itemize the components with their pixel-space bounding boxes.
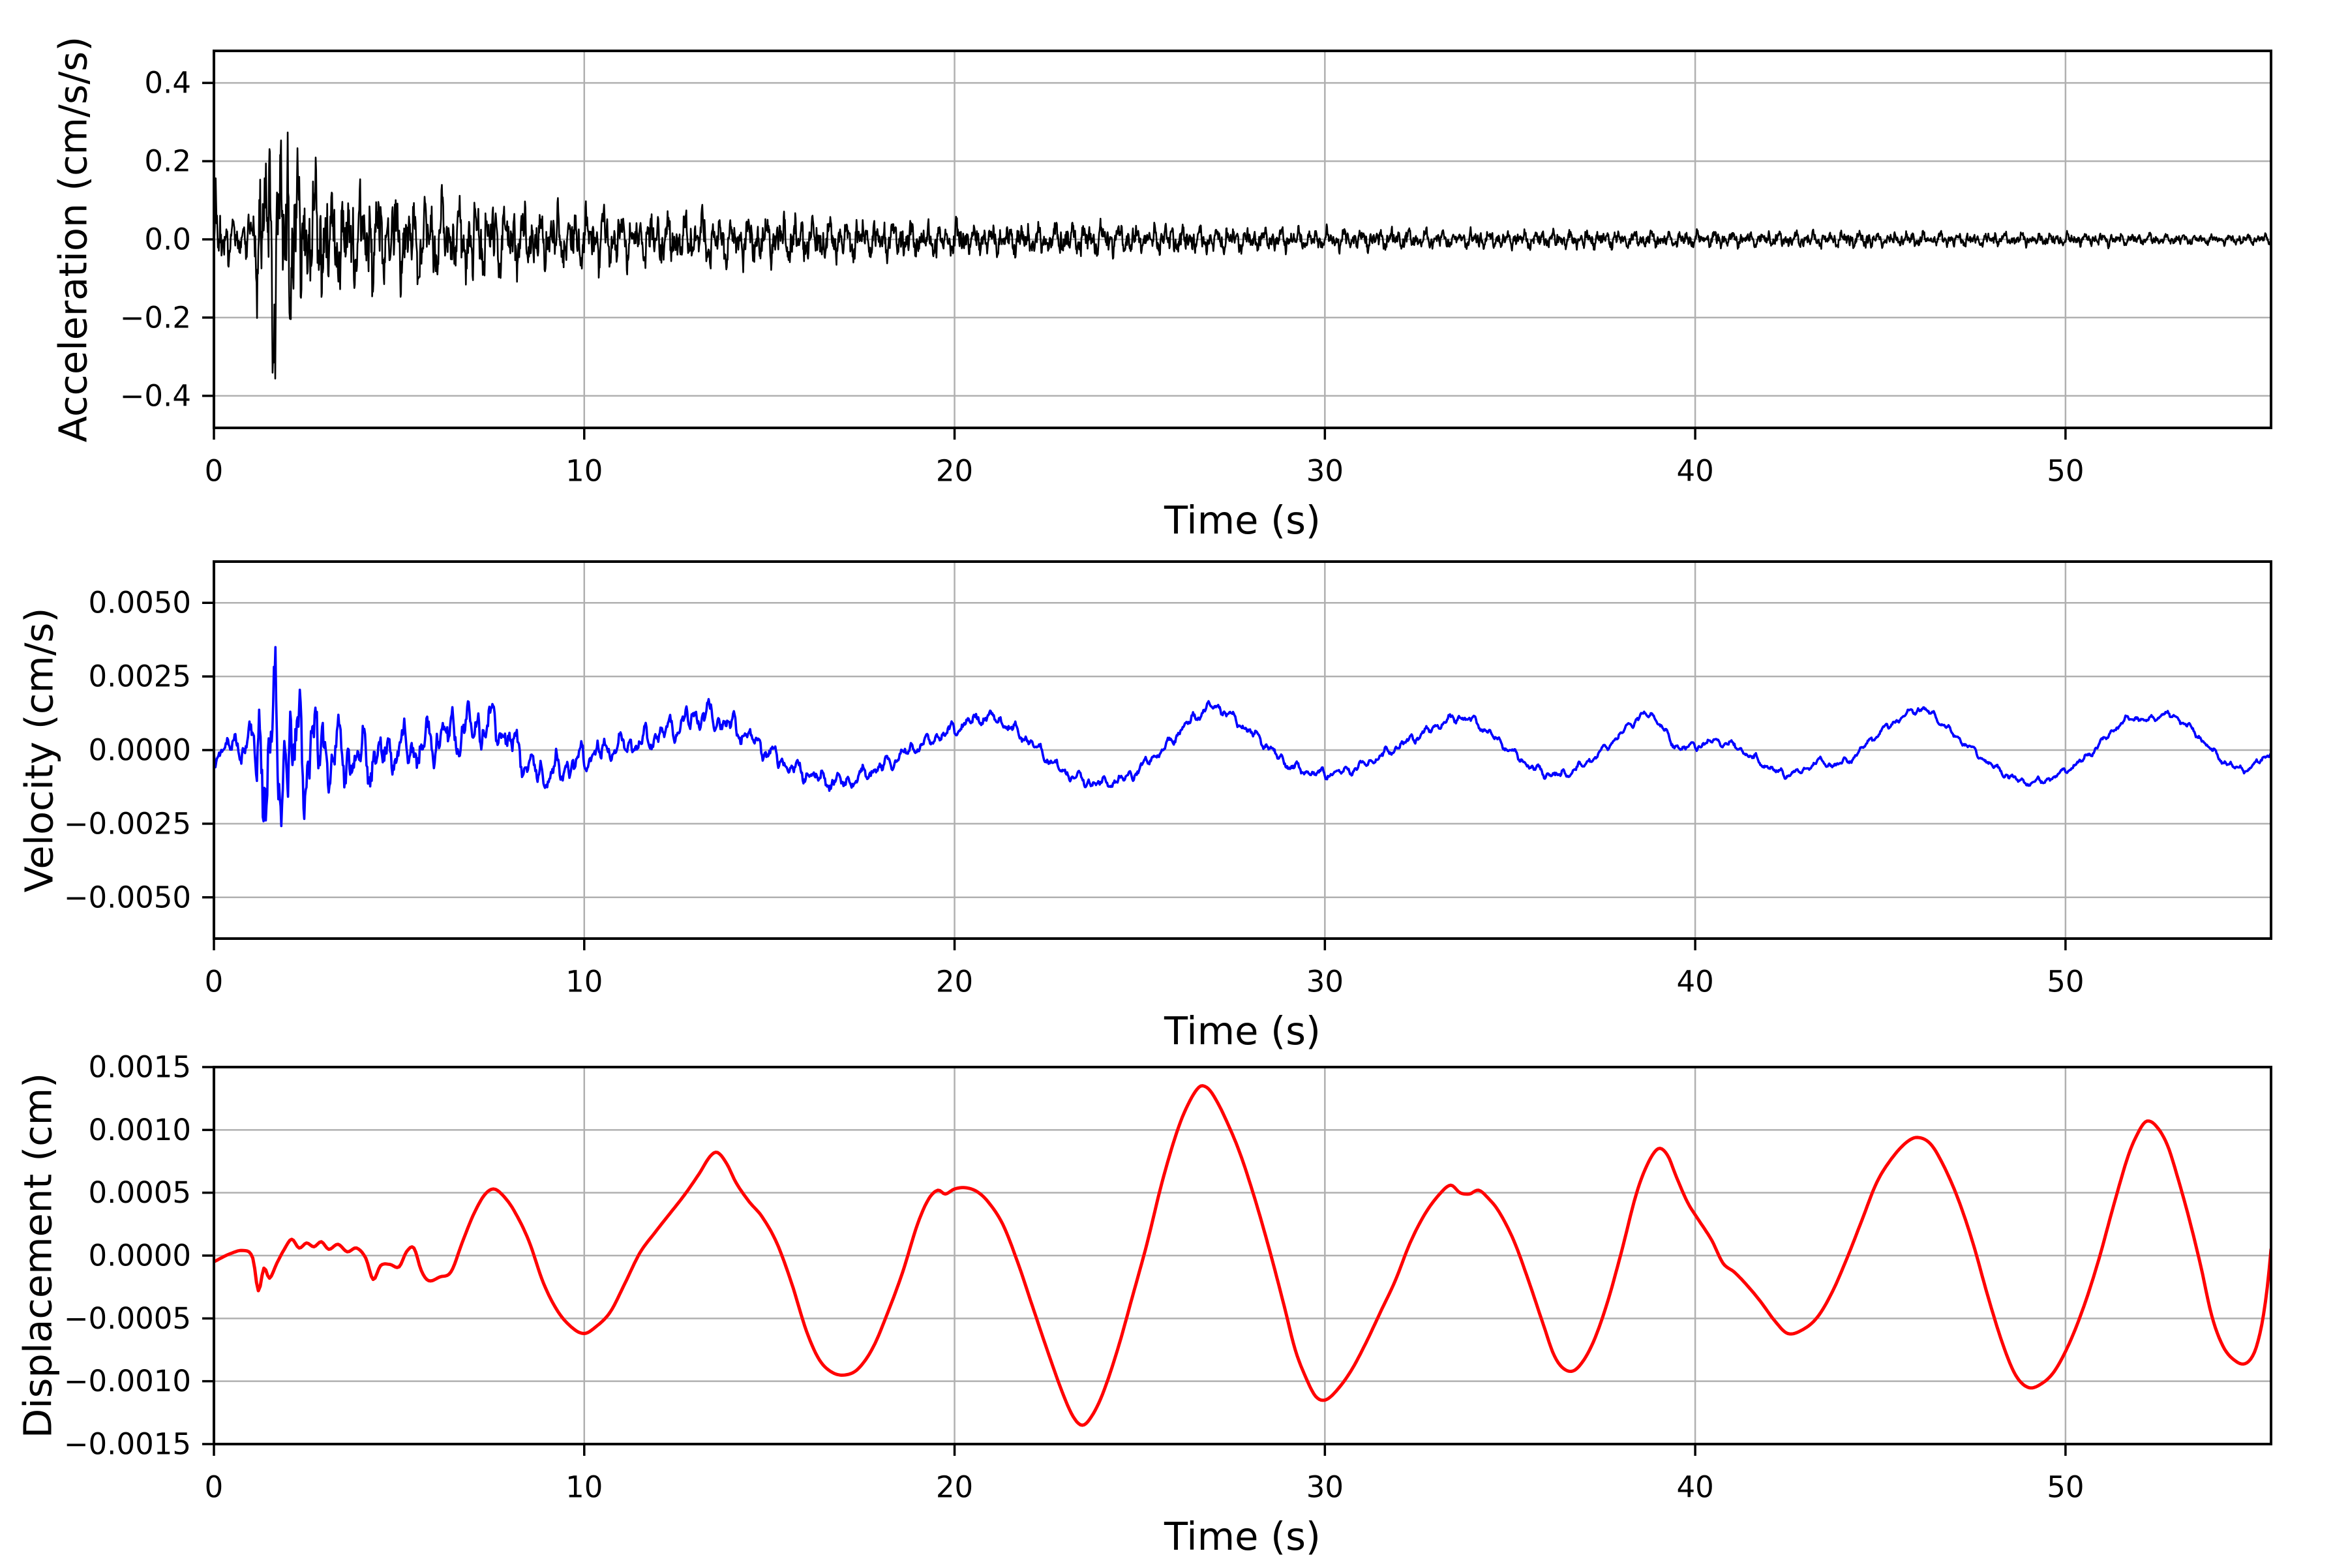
x-tick-label: 20 [936, 1470, 973, 1505]
x-tick-label: 10 [565, 965, 603, 999]
x-tick-label: 50 [2047, 965, 2084, 999]
x-tick-label: 50 [2047, 1470, 2084, 1505]
x-tick-label: 40 [1676, 1470, 1713, 1505]
x-tick-label: 30 [1306, 454, 1344, 489]
y-tick-label: 0.0 [144, 222, 191, 257]
y-tick-label: −0.0010 [64, 1364, 191, 1398]
x-axis-displacement: 0 10 20 30 40 50 [205, 1444, 2085, 1505]
x-tick-label: 40 [1676, 454, 1713, 489]
y-axis-title: Acceleration (cm/s/s) [51, 37, 96, 443]
x-tick-label: 10 [565, 454, 603, 489]
y-tick-label: 0.0050 [89, 586, 191, 620]
y-tick-label: −0.0015 [64, 1427, 191, 1462]
y-axis-title: Displacement (cm) [16, 1073, 61, 1438]
y-tick-label: −0.0005 [64, 1301, 191, 1336]
y-tick-label: −0.0050 [64, 880, 191, 914]
y-axis-displacement: 0.0015 0.0010 0.0005 0.0000 −0.0005 −0.0010 −0… [64, 1050, 214, 1462]
series-line-acceleration [214, 131, 2271, 380]
x-axis-title: Time (s) [1164, 498, 1321, 543]
y-tick-label: 0.0000 [89, 733, 191, 768]
grid-displacement [213, 1066, 2271, 1445]
x-tick-label: 0 [205, 1470, 224, 1505]
y-tick-label: 0.0015 [89, 1050, 191, 1085]
y-tick-label: −0.2 [120, 300, 191, 335]
y-tick-label: −0.0025 [64, 806, 191, 841]
y-tick-label: 0.0025 [89, 659, 191, 694]
y-axis-velocity: 0.0050 0.0025 0.0000 −0.0025 −0.0050 [64, 586, 214, 914]
x-axis-acceleration: 0 10 20 30 40 50 [205, 428, 2085, 489]
x-tick-label: 0 [205, 965, 224, 999]
x-tick-label: 10 [565, 1470, 603, 1505]
grid-velocity [213, 562, 2271, 939]
x-tick-label: 40 [1676, 965, 1713, 999]
x-tick-label: 30 [1306, 1470, 1344, 1505]
x-tick-label: 20 [936, 454, 973, 489]
subplot-velocity: 0 10 20 30 40 50 Time (s) 0.0050 0.0025 0.0000 −0.… [17, 560, 2272, 1053]
y-tick-label: 0.2 [144, 144, 191, 179]
series-line-velocity [214, 646, 2271, 828]
x-axis-velocity: 0 10 20 30 40 50 [205, 939, 2085, 999]
x-tick-label: 50 [2047, 454, 2084, 489]
x-tick-label: 0 [205, 454, 224, 489]
y-tick-label: 0.0000 [89, 1239, 191, 1273]
y-tick-label: 0.0005 [89, 1175, 191, 1210]
y-axis-title: Velocity (cm/s) [17, 608, 62, 893]
subplot-acceleration: 0 10 20 30 40 50 Time (s) 0.4 0.2 0.0 −0.2 −0.4 Acce… [51, 37, 2272, 543]
series-line-displacement [214, 1084, 2271, 1427]
x-axis-title: Time (s) [1164, 1514, 1321, 1559]
x-tick-label: 30 [1306, 965, 1344, 999]
y-axis-acceleration: 0.4 0.2 0.0 −0.2 −0.4 [120, 66, 214, 413]
y-tick-label: −0.4 [120, 378, 191, 413]
x-tick-label: 20 [936, 965, 973, 999]
y-tick-label: 0.4 [144, 66, 191, 100]
x-axis-title: Time (s) [1164, 1008, 1321, 1053]
y-tick-label: 0.0010 [89, 1113, 191, 1147]
